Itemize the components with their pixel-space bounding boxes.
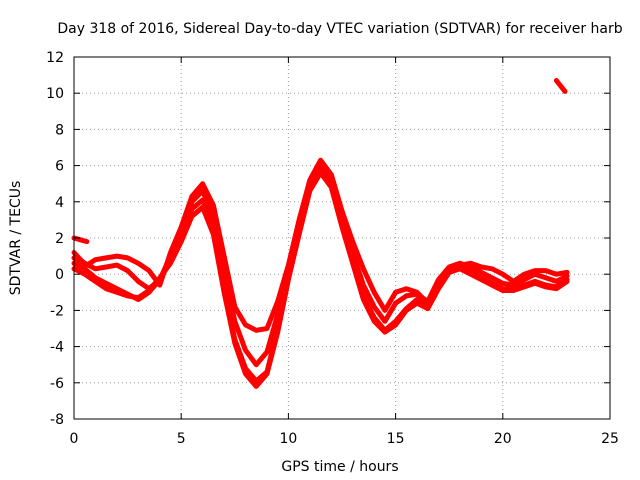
series-trace-3: [71, 166, 570, 384]
y-tick-label: 6: [55, 159, 64, 175]
y-tick-label: 10: [46, 86, 64, 102]
x-tick-label: 25: [601, 431, 619, 447]
x-tick-label: 0: [70, 431, 79, 447]
data-series-group: [71, 78, 570, 389]
chart-title: Day 318 of 2016, Sidereal Day-to-day VTE…: [57, 21, 622, 37]
grid: [74, 57, 610, 419]
y-axis-label: SDTVAR / TECUs: [8, 181, 24, 296]
x-axis-label: GPS time / hours: [281, 459, 398, 475]
series-trace-6: [553, 78, 568, 94]
y-tick-label: -8: [50, 412, 64, 428]
y-tick-label: 8: [55, 122, 64, 138]
series-trace-1: [71, 157, 570, 333]
series-trace-5: [71, 235, 90, 245]
y-tick-label: -4: [50, 340, 64, 356]
y-tick-label: -2: [50, 303, 64, 319]
y-tick-label: 0: [55, 267, 64, 283]
x-tick-label: 15: [387, 431, 405, 447]
y-tick-label: -6: [50, 376, 64, 392]
tick-labels: 0 5 10 15 20 25 -8 -6 -4 -2 0 2 4 6 8 10 12: [46, 50, 619, 447]
y-tick-label: 12: [46, 50, 64, 66]
y-tick-label: 2: [55, 231, 64, 247]
series-trace-4: [71, 170, 570, 389]
series-trace-2: [71, 161, 570, 368]
x-tick-label: 10: [279, 431, 297, 447]
x-tick-label: 20: [494, 431, 512, 447]
y-tick-label: 4: [55, 195, 64, 211]
axis-ticks: [73, 56, 611, 420]
x-tick-label: 5: [177, 431, 186, 447]
